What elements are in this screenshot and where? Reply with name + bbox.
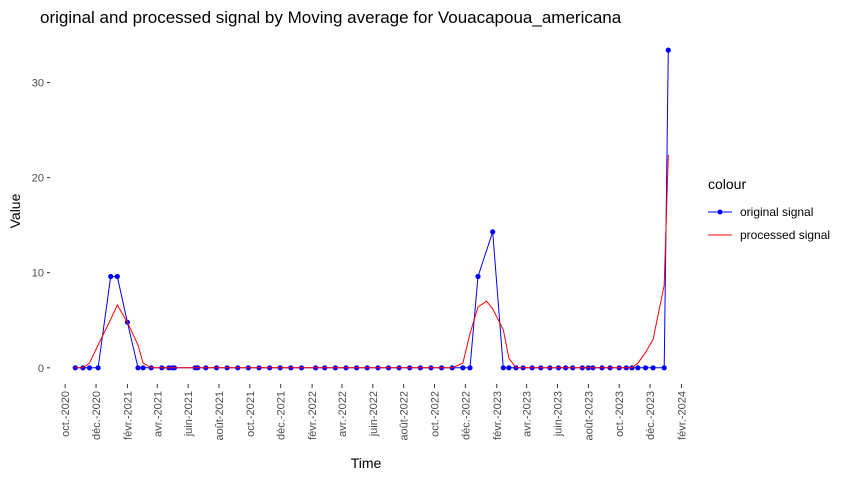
series-line-original-signal [75,50,669,369]
legend-item-processed: processed signal [708,223,830,246]
data-point-original-signal [642,365,649,371]
x-tick-label: avr.-2023 [522,391,534,437]
legend-key-original [708,209,732,214]
x-tick-label: avr.-2021 [152,391,164,437]
data-point-original-signal [475,273,481,280]
data-point-original-signal [108,273,114,280]
legend-label-processed: processed signal [740,227,831,242]
data-point-original-signal [114,273,120,280]
x-tick-label: oct.-2021 [245,391,257,437]
x-tick-label: févr.-2023 [492,391,504,440]
data-point-original-signal [467,365,473,371]
data-point-original-signal [135,365,141,371]
chart-title: original and processed signal by Moving … [40,8,622,27]
x-tick-label: juin-2023 [552,391,564,437]
legend-key-processed [708,234,732,235]
series-line-processed-signal [75,154,669,369]
data-point-original-signal [665,47,671,53]
data-point-original-signal [490,229,496,235]
data-point-original-signal [661,365,667,371]
data-point-original-signal [506,365,512,371]
x-tick-label: oct.-2022 [430,391,442,437]
legend-label-original: original signal [740,204,814,219]
series-layer [72,47,671,371]
y-axis-title: Value [7,193,23,228]
x-tick-label: déc.-2022 [460,391,472,440]
data-point-original-signal [86,365,93,371]
x-tick-label: déc.-2020 [91,391,103,440]
x-tick-label: avr.-2022 [337,391,349,437]
x-axis-title: Time [351,455,382,471]
x-tick-label: déc.-2023 [645,391,657,440]
legend-item-original: original signal [708,200,830,223]
y-axis: 0 10 20 30 [32,77,50,375]
x-tick-label: oct.-2020 [60,391,72,437]
x-tick-label: juin-2022 [368,391,380,437]
data-point-original-signal [500,365,506,371]
legend: colour original signal processed signal [708,176,830,246]
x-tick-label: oct.-2023 [614,391,626,437]
y-tick-label: 30 [32,77,44,89]
x-tick-label: févr.-2021 [122,391,134,440]
legend-title: colour [708,176,747,192]
data-point-original-signal [140,365,146,371]
x-axis: oct.-2020 déc.-2020 févr.-2021 avr.-2021 jui… [60,384,688,441]
y-tick-label: 0 [38,363,44,375]
x-tick-label: déc.-2021 [276,391,288,440]
data-point-original-signal [650,365,656,371]
x-tick-label: août-2022 [399,391,411,441]
x-tick-label: févr.-2022 [307,391,319,440]
data-point-original-signal [460,365,466,371]
data-point-original-signal [95,365,101,371]
y-tick-label: 20 [32,173,44,185]
x-tick-label: août-2023 [583,391,595,441]
data-point-original-signal [635,365,641,371]
x-tick-label: juin-2021 [183,391,195,437]
x-tick-label: août-2021 [214,391,226,441]
x-tick-label: févr.-2024 [676,391,688,440]
y-tick-label: 10 [32,268,44,280]
